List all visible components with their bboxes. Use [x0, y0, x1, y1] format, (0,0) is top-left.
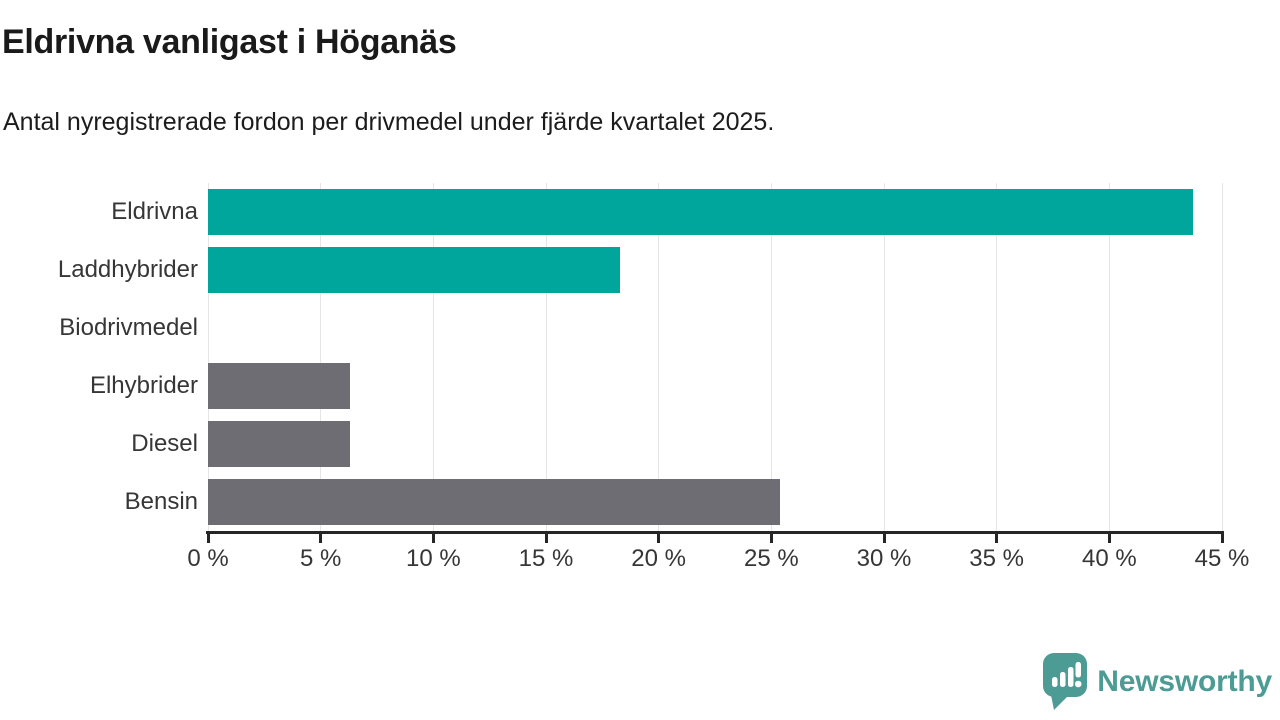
x-tick-label-25: 25 %	[743, 545, 799, 572]
category-label-diesel: Diesel	[131, 430, 198, 457]
x-tick-20	[657, 534, 661, 543]
x-tick-15	[544, 534, 548, 543]
x-tick-10	[431, 534, 435, 543]
x-tick-label-20: 20 %	[631, 545, 686, 572]
gridline-5	[320, 183, 322, 531]
gridline-40	[1108, 183, 1110, 531]
bar-bensin	[208, 479, 781, 525]
gridline-15	[545, 183, 547, 531]
gridline-45	[1221, 183, 1223, 531]
x-tick-label-10: 10 %	[405, 545, 461, 572]
x-tick-35	[995, 534, 999, 543]
x-tick-45	[1220, 534, 1224, 543]
category-label-eldrivna: Eldrivna	[111, 198, 198, 225]
x-tick-5	[319, 534, 323, 543]
category-label-biodrivmedel: Biodrivmedel	[59, 314, 198, 341]
chart-subtitle: Antal nyregistrerade fordon per drivmede…	[3, 108, 775, 136]
x-tick-label-40: 40 %	[1081, 545, 1137, 572]
bar-elhybrider	[208, 363, 350, 409]
gridline-35	[996, 183, 998, 531]
x-tick-30	[882, 534, 886, 543]
category-label-laddhybrider: Laddhybrider	[57, 256, 198, 283]
x-tick-label-15: 15 %	[518, 545, 574, 572]
x-tick-label-0: 0 %	[187, 545, 229, 572]
gridline-10	[432, 183, 434, 531]
bar-diesel	[208, 421, 350, 467]
x-tick-40	[1107, 534, 1111, 543]
x-tick-label-5: 5 %	[299, 545, 342, 572]
category-label-elhybrider: Elhybrider	[89, 372, 198, 399]
newsworthy-logo-icon	[1043, 653, 1088, 710]
x-tick-0	[206, 534, 210, 543]
x-tick-label-45: 45 %	[1194, 545, 1250, 572]
x-axis-line	[206, 531, 1224, 534]
x-tick-25	[769, 534, 773, 543]
bar-chart: 0 % 5 % 10 % 15 % 20 % 25 % 30 % 35 % 40 % 45 % E…	[58, 183, 1249, 572]
gridline-25	[770, 183, 772, 531]
chart-title: Eldrivna vanligast i Höganäs	[2, 23, 457, 61]
gridline-0	[207, 183, 209, 531]
brand-footer: Newsworthy	[1042, 652, 1272, 712]
gridline-30	[883, 183, 885, 531]
brand-name: Newsworthy	[1097, 665, 1272, 698]
x-tick-label-30: 30 %	[856, 545, 912, 572]
gridline-20	[658, 183, 660, 531]
category-label-bensin: Bensin	[124, 488, 198, 515]
bar-laddhybrider	[208, 247, 621, 293]
x-tick-label-35: 35 %	[969, 545, 1024, 572]
bar-eldrivna	[208, 189, 1193, 235]
